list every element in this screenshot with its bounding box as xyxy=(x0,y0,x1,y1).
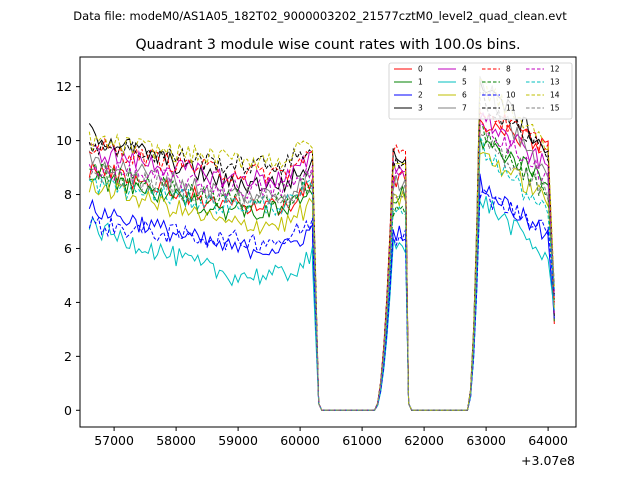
legend-box xyxy=(388,62,573,120)
legend-label-15: 15 xyxy=(550,104,560,113)
chart-title: Quadrant 3 module wise count rates with … xyxy=(135,37,520,53)
x-tick-label: 62000 xyxy=(404,433,444,448)
legend-label-4: 4 xyxy=(462,65,467,74)
series-line-5 xyxy=(88,196,555,411)
legend-label-6: 6 xyxy=(462,91,467,100)
x-tick-label: 60000 xyxy=(280,433,320,448)
data-file-label: Data file: modeM0/AS1A05_182T02_90000032… xyxy=(73,9,567,23)
legend-label-8: 8 xyxy=(506,65,511,74)
y-tick-label: 4 xyxy=(64,295,72,310)
legend-label-1: 1 xyxy=(418,78,423,87)
legend-label-12: 12 xyxy=(550,65,560,74)
y-tick-label: 2 xyxy=(64,349,72,364)
x-offset-label: +3.07e8 xyxy=(521,453,575,468)
y-tick-label: 10 xyxy=(56,133,72,148)
legend-label-10: 10 xyxy=(506,91,516,100)
x-axis: 57000 58000 59000 60000 61000 62000 63000 64000 xyxy=(94,427,568,448)
y-tick-label: 12 xyxy=(56,79,72,94)
x-tick-label: 58000 xyxy=(156,433,196,448)
legend-label-13: 13 xyxy=(550,78,560,87)
series-line-2 xyxy=(88,173,555,411)
legend-label-2: 2 xyxy=(418,91,423,100)
y-tick-label: 6 xyxy=(64,241,72,256)
series-line-12 xyxy=(88,121,555,411)
y-axis: 0 2 4 6 8 10 12 xyxy=(56,79,80,418)
legend-label-3: 3 xyxy=(418,104,423,113)
x-tick-label: 59000 xyxy=(218,433,258,448)
x-tick-label: 57000 xyxy=(94,433,134,448)
axes-frame xyxy=(79,56,577,428)
series-line-7 xyxy=(88,75,555,411)
x-tick-label: 64000 xyxy=(528,433,568,448)
legend-label-7: 7 xyxy=(462,104,467,113)
legend-label-5: 5 xyxy=(462,78,467,87)
y-tick-label: 0 xyxy=(64,403,72,418)
series-line-1 xyxy=(89,136,555,411)
legend-label-0: 0 xyxy=(418,65,423,74)
x-tick-label: 63000 xyxy=(466,433,506,448)
legend-label-14: 14 xyxy=(550,91,560,100)
series-line-10 xyxy=(88,187,555,411)
legend-label-11: 11 xyxy=(506,104,516,113)
legend-label-9: 9 xyxy=(506,78,511,87)
plot-area: 57000 58000 59000 60000 61000 62000 63000 64000… xyxy=(56,56,577,468)
series-layer xyxy=(88,75,555,411)
x-tick-label: 61000 xyxy=(342,433,382,448)
y-tick-label: 8 xyxy=(64,187,72,202)
series-line-13 xyxy=(89,134,555,411)
series-line-11 xyxy=(88,91,555,411)
series-line-15 xyxy=(88,132,555,411)
